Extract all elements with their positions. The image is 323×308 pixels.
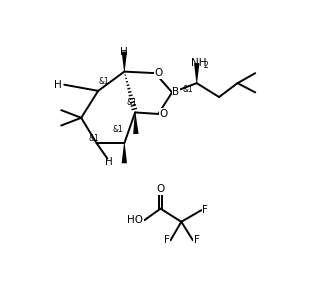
Text: O: O bbox=[160, 109, 168, 119]
Polygon shape bbox=[122, 51, 127, 71]
Text: B: B bbox=[172, 87, 180, 97]
Polygon shape bbox=[194, 63, 199, 83]
Text: NH: NH bbox=[191, 58, 206, 68]
Text: O: O bbox=[155, 68, 163, 78]
Polygon shape bbox=[133, 112, 139, 134]
Text: &1: &1 bbox=[183, 85, 193, 94]
Text: H: H bbox=[54, 80, 62, 90]
Polygon shape bbox=[122, 143, 127, 163]
Text: F: F bbox=[202, 205, 208, 215]
Text: F: F bbox=[164, 235, 170, 245]
Text: H: H bbox=[105, 157, 113, 167]
Text: H: H bbox=[120, 47, 128, 57]
Text: O: O bbox=[156, 184, 165, 194]
Text: &1: &1 bbox=[99, 77, 110, 86]
Text: &1: &1 bbox=[113, 125, 124, 134]
Text: HO: HO bbox=[127, 215, 143, 225]
Text: F: F bbox=[194, 235, 200, 245]
Text: &1: &1 bbox=[88, 134, 99, 143]
Text: 2: 2 bbox=[203, 61, 208, 70]
Text: &1: &1 bbox=[127, 98, 137, 107]
